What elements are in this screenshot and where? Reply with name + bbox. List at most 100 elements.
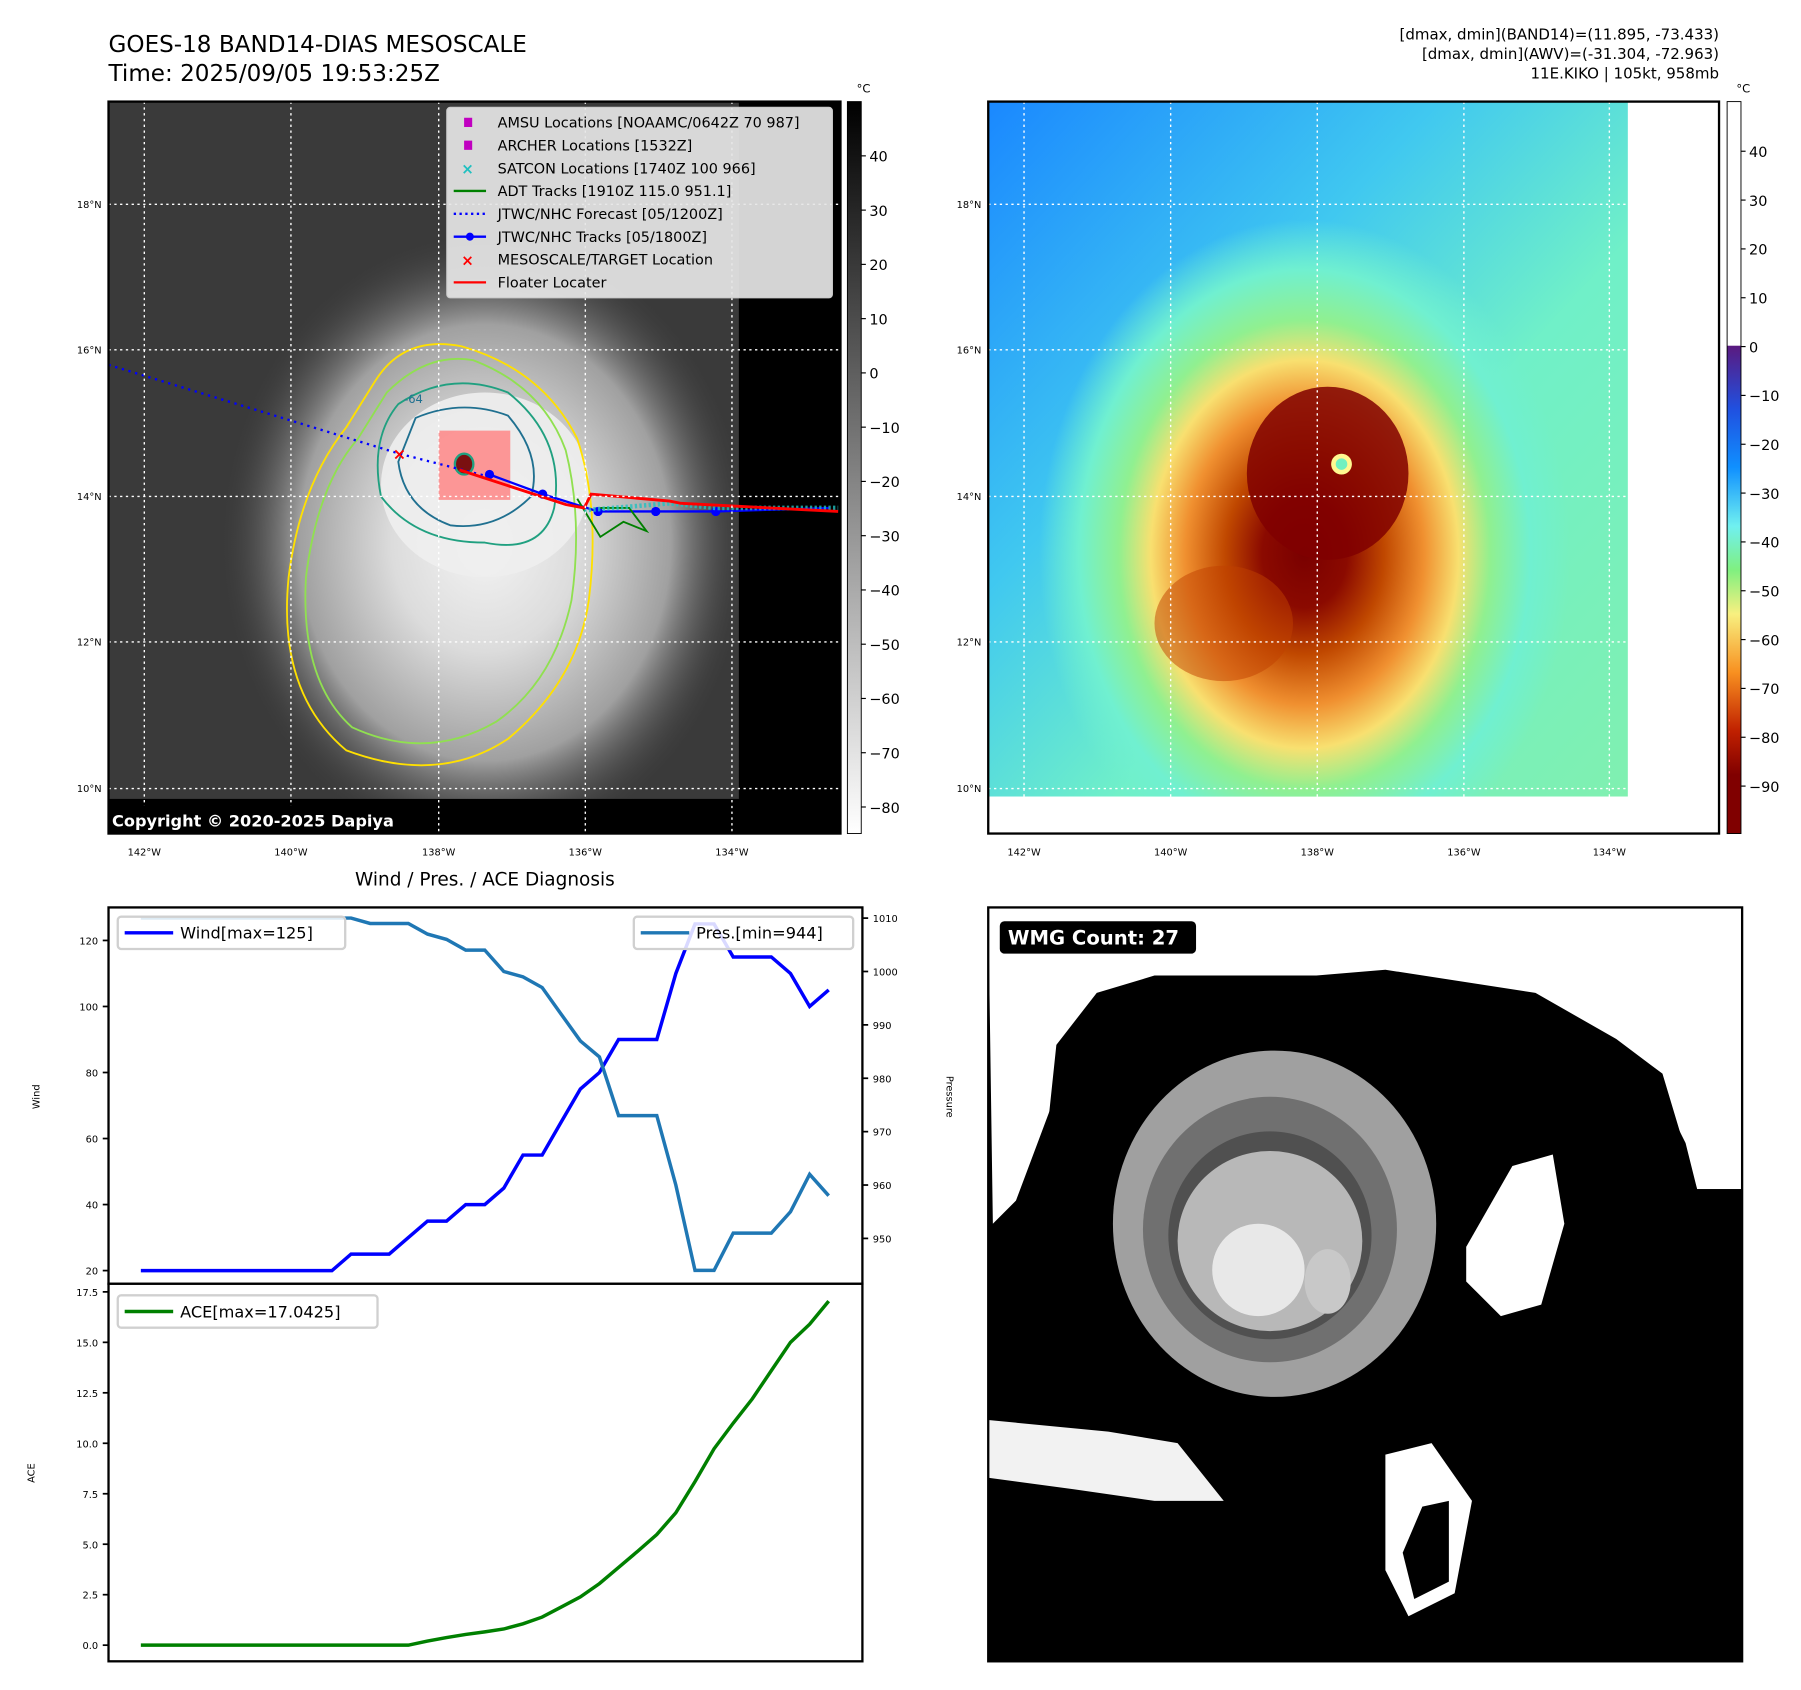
awv-grid [988,101,1628,797]
legend-item: MESOSCALE/TARGET Location [498,253,713,269]
y-tick-label: 0.0 [83,1641,99,1652]
ace-legend [116,1294,379,1329]
wind-axis-label: Wind [31,1084,42,1109]
y-tick-label: 10.0 [76,1439,98,1450]
colorbar-tick-label: 30 [1749,194,1767,210]
legend-label: Wind[max=125] [180,924,313,943]
lat-label: 12°N [77,637,102,648]
lat-label: 14°N [77,492,102,503]
legend-item: Floater Locater [498,276,607,292]
y-tick-label: 950 [873,1234,892,1245]
legend-item: ADT Tracks [1910Z 115.0 951.1] [498,184,732,200]
legend-marker-x: × [461,251,474,269]
best-track [489,473,829,513]
pressure-legend [632,915,855,951]
lat-label: 18°N [957,200,982,211]
wmg-panel [988,907,1743,1662]
y-tick-label: 7.5 [83,1490,99,1501]
mesoscale-box [438,430,511,500]
lon-label: 136°W [1447,847,1481,858]
colorbar-tick-label: −40 [869,584,899,600]
ir-colorbar [846,101,862,835]
colorbar-tick-label: 30 [869,204,887,220]
ace-line [140,1300,831,1647]
contours [286,343,594,767]
y-tick-label: 20 [86,1267,98,1278]
colorbar-tick-label: −20 [869,475,899,491]
y-tick-label: 120 [79,936,98,947]
target-location-x-icon: × [393,444,407,463]
legend-item: ARCHER Locations [1532Z] [498,138,693,154]
colorbar-tick-label: −70 [869,746,899,762]
y-tick-label: 12.5 [76,1389,98,1400]
y-tick-label: 17.5 [76,1288,98,1299]
colorbar-tick-label: −10 [869,421,899,437]
wind-legend [116,915,347,951]
info-band14: [dmax, dmin](BAND14)=(11.895, -73.433) [1399,25,1719,43]
floater-track [459,468,839,513]
colorbar-tick-label: 40 [869,150,887,166]
awv-map [988,101,1720,834]
legend-marker-dot [465,232,474,241]
colorbar-tick-label: 20 [1749,243,1767,259]
copyright: Copyright © 2020-2025 Dapiya [112,812,394,831]
colorbar-tick-label: 0 [1749,340,1758,356]
ace-chart [107,1282,864,1663]
lat-label: 16°N [957,345,982,356]
ir-map-frame [107,100,842,835]
y-tick-label: 970 [873,1128,892,1139]
lon-label: 140°W [274,847,308,858]
lat-label: 12°N [957,637,982,648]
lon-label: 136°W [569,847,603,858]
colorbar-tick-label: −90 [1749,780,1779,796]
y-tick-label: 60 [86,1135,98,1146]
colorbar-tick-label: 10 [869,312,887,328]
lat-label: 16°N [77,345,102,356]
y-tick-label: 980 [873,1074,892,1085]
y-tick-label: 5.0 [83,1540,99,1551]
figure-time: Time: 2025/09/05 19:53:25Z [108,61,440,87]
legend-item: AMSU Locations [NOAAMC/0642Z 70 987] [498,116,800,132]
colorbar-tick-label: −50 [1749,585,1779,601]
y-tick-label: 100 [79,1003,98,1014]
legend-item: SATCON Locations [1740Z 100 966] [498,161,756,177]
ace-axis-label: ACE [27,1463,38,1483]
colorbar-tick-label: −80 [1749,731,1779,747]
lon-label: 138°W [422,847,456,858]
lon-label: 134°W [715,847,749,858]
legend-marker-square [464,117,473,127]
y-tick-label: 990 [873,1021,892,1032]
colorbar-tick-label: −80 [869,801,899,817]
colorbar-tick-label: −30 [1749,487,1779,503]
lat-label: 10°N [77,784,102,795]
colorbar-tick-label: 10 [1749,292,1767,308]
ir-colorbar-unit: °C [857,81,871,95]
info-storm: 11E.KIKO | 105kt, 958mb [1531,65,1720,83]
y-tick-label: 960 [873,1181,892,1192]
y-tick-label: 1010 [873,914,898,925]
legend-marker-x: × [461,160,474,178]
contour-label: -64 [404,392,423,406]
y-tick-label: 40 [86,1201,98,1212]
colorbar-tick-label: −20 [1749,438,1779,454]
awv-colorbar [1726,101,1742,835]
eye [453,452,475,476]
wmg-frame [987,906,1744,1663]
legend-item: JTWC/NHC Forecast [05/1200Z] [497,207,723,223]
legend-label: Pres.[min=944] [696,924,823,943]
colorbar-tick-label: −50 [869,638,899,654]
legend-label: ACE[max=17.0425] [180,1302,340,1321]
colorbar-tick-label: 0 [869,367,878,383]
lon-label: 140°W [1154,847,1188,858]
wmg-count-badge [999,921,1197,954]
pressure-axis-label: Pressure [944,1076,955,1118]
map-legend: AMSU Locations [NOAAMC/0642Z 70 987] ARCH… [446,106,833,299]
lon-label: 138°W [1301,847,1335,858]
satcon-points [583,501,839,513]
adt-track [576,498,650,539]
colorbar-tick-label: −10 [1749,389,1779,405]
wind-pressure-chart [107,906,864,1285]
lon-label: 142°W [128,847,162,858]
lat-label: 18°N [77,200,102,211]
